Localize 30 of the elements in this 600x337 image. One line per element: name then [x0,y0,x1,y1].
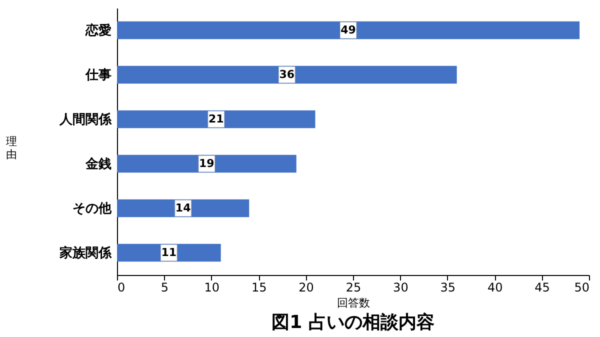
y-tick-label: 金銭 [84,156,112,172]
x-tick-label: 10 [204,280,220,294]
bar [117,66,457,84]
bar [117,110,316,128]
data-label: 19 [199,156,214,170]
x-tick-label: 45 [534,280,550,294]
y-tick-label: 仕事 [84,68,112,83]
x-tick-label: 5 [160,280,169,294]
text: 図1 占いの相談内容 [272,312,434,333]
y-axis-title: 理由 [6,135,17,161]
x-tick-label: 0 [118,280,126,294]
y-tick-label: 人間関係 [58,112,112,128]
x-tick-label: 15 [251,280,267,294]
y-tick-label: 恋愛 [84,22,112,38]
data-label: 36 [279,68,295,81]
x-tick-label: 20 [298,280,314,294]
data-label: 11 [161,246,177,259]
y-tick-label: 家族関係 [58,244,112,261]
data-label: 14 [175,201,192,214]
x-tick-label: 40 [487,280,503,294]
data-label: 21 [208,112,224,126]
x-tick-label: 25 [346,280,362,294]
x-tick-label: 35 [440,280,456,294]
x-tick-label: 50 [574,280,590,294]
y-tick-label: その他 [72,201,112,216]
data-label: 49 [340,23,356,36]
x-axis-title: 回答数 [337,296,370,310]
bar [117,21,580,40]
bar [117,154,296,173]
x-tick-label: 30 [393,280,408,294]
